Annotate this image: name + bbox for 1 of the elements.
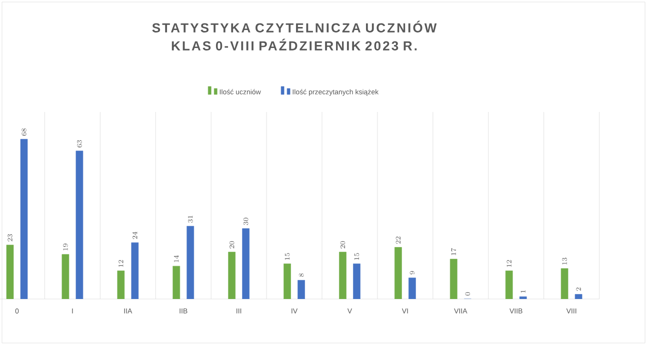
chart-title: STATYSTYKA CZYTELNICZA UCZNIÓW KLAS 0-VIII PAŹDZIERNIK 2023 R.: [152, 20, 437, 50]
